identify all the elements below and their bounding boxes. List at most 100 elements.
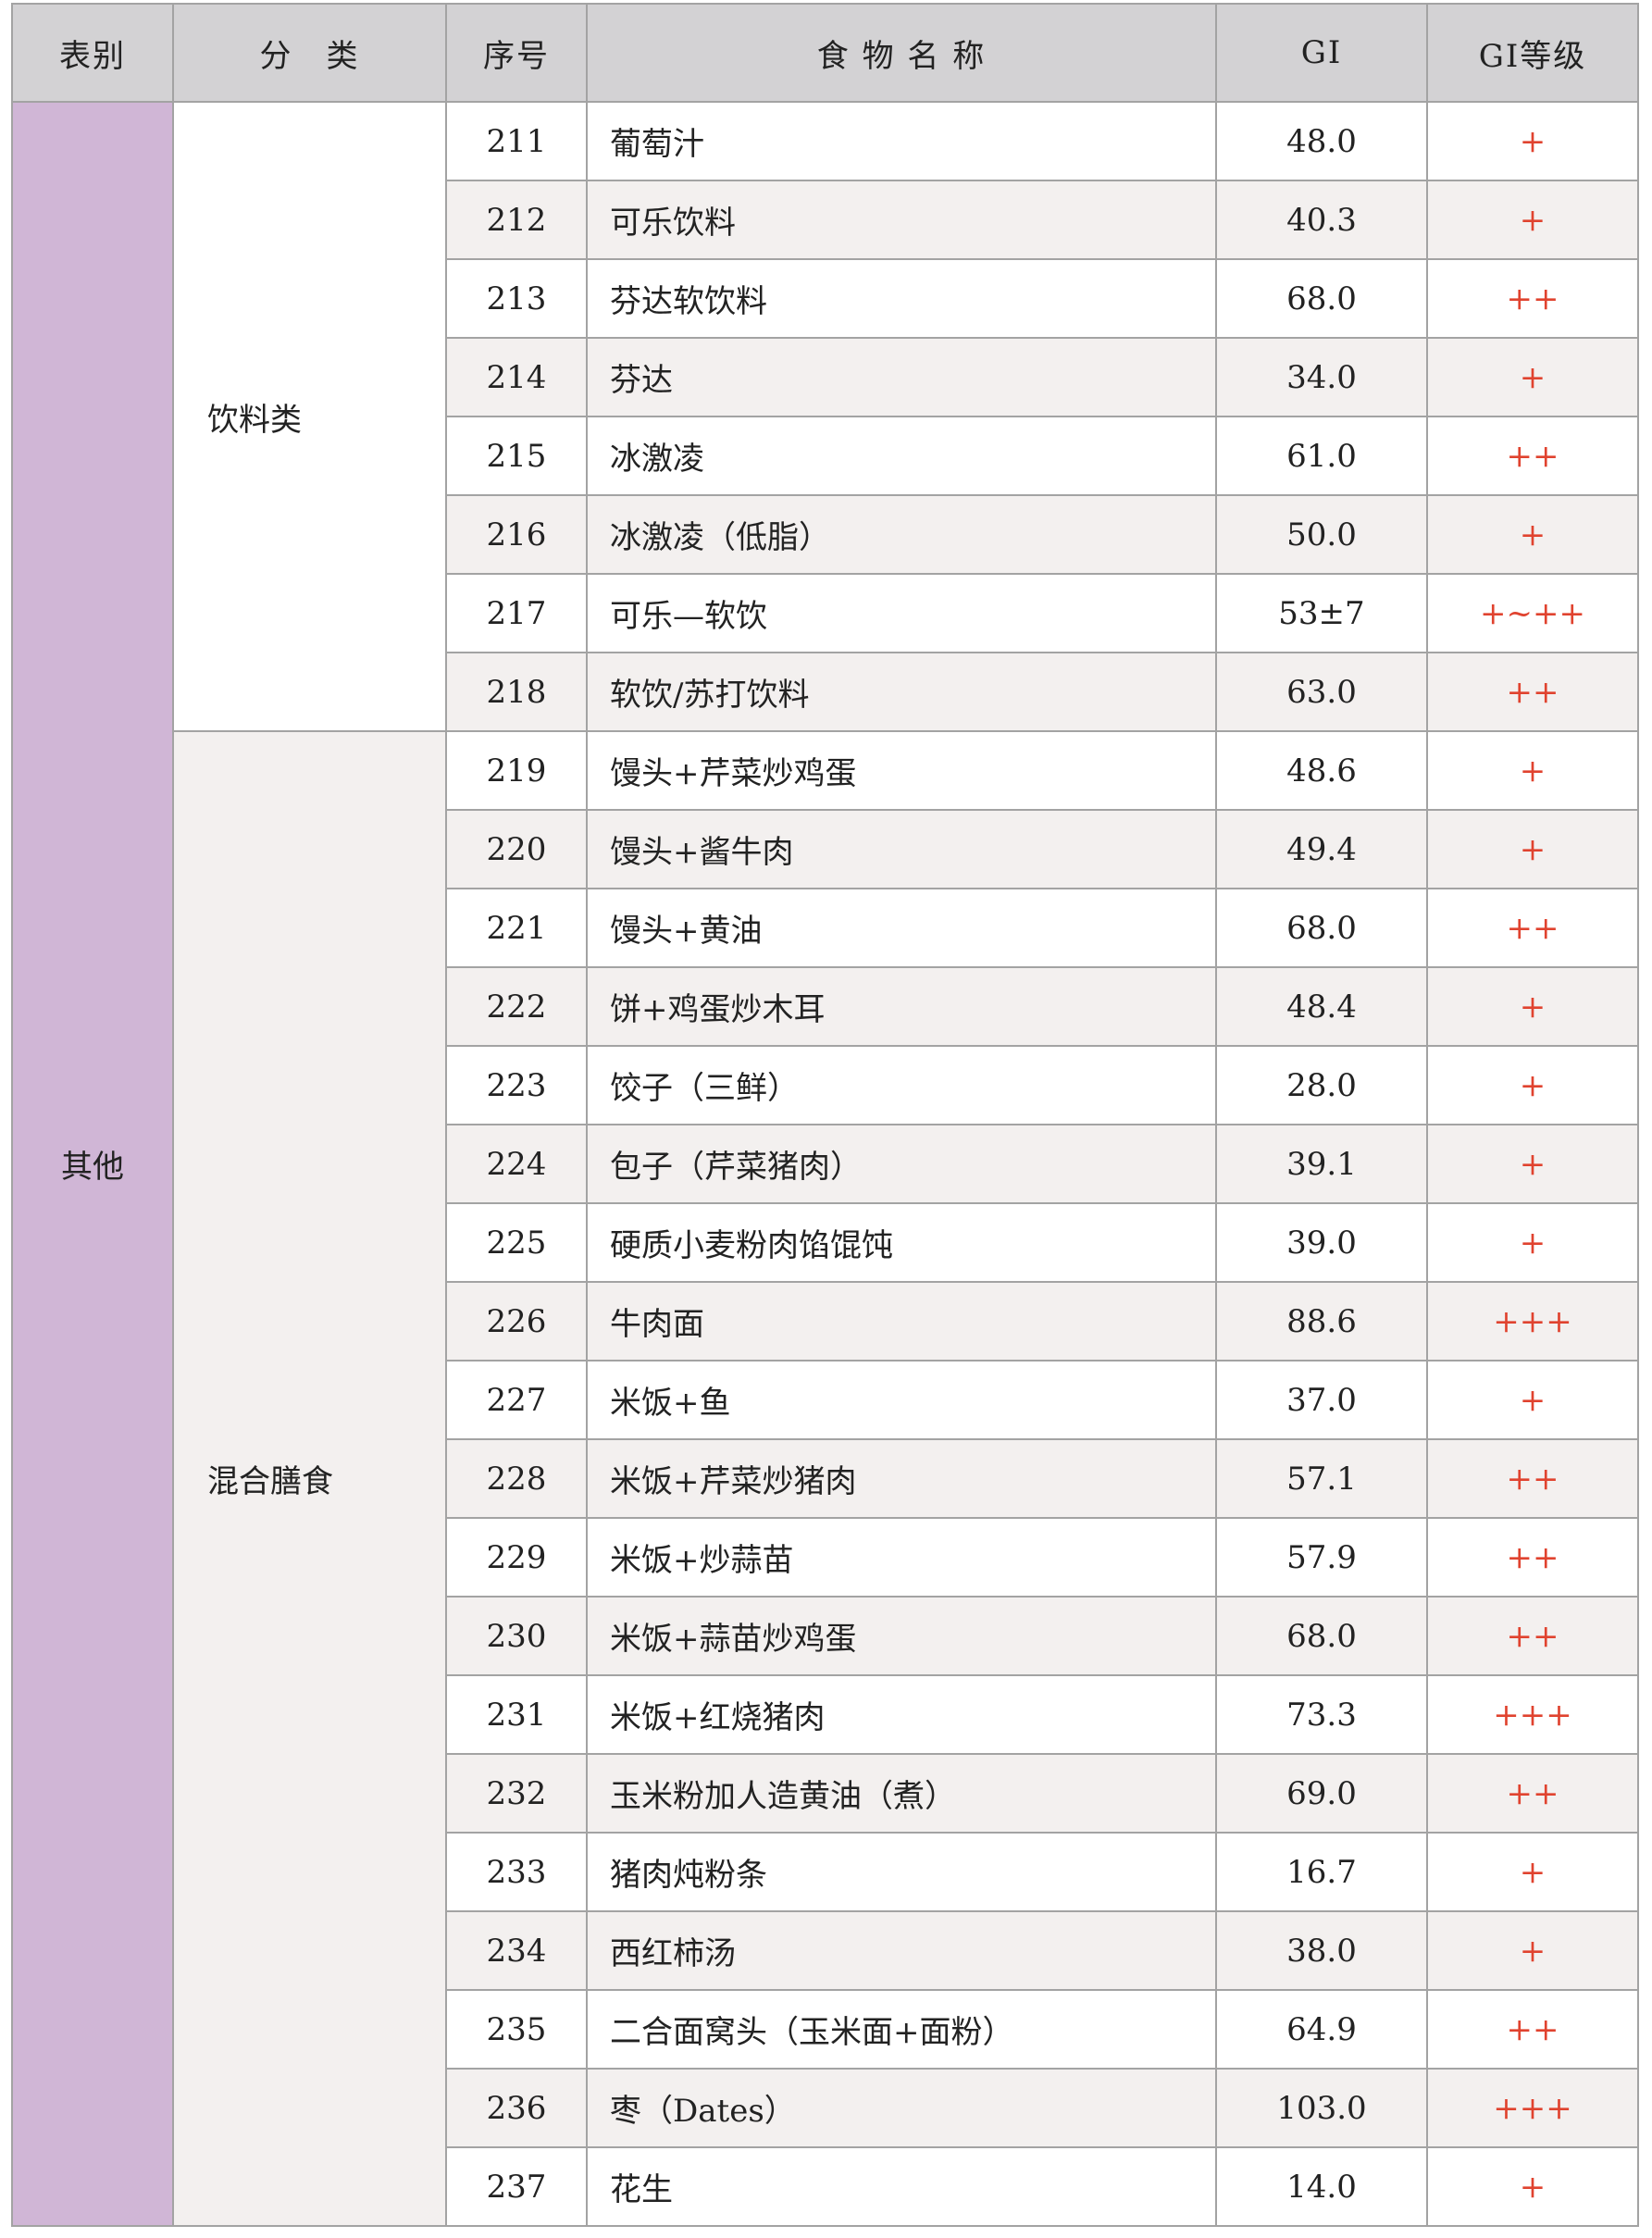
header-gi-level: GI等级 (1426, 3, 1639, 103)
number-cell: 211 (445, 101, 588, 181)
food-name-cell: 芬达软饮料 (586, 258, 1217, 339)
gi-cell: 39.1 (1215, 1124, 1428, 1204)
food-name-cell: 猪肉炖粉条 (586, 1832, 1217, 1912)
food-name-cell: 枣（Dates） (586, 2068, 1217, 2148)
gi-level-cell: + (1426, 809, 1639, 889)
food-name-cell: 包子（芹菜猪肉） (586, 1124, 1217, 1204)
gi-cell: 69.0 (1215, 1753, 1428, 1834)
table-row: 232 玉米粉加人造黄油（煮） 69.0 ++ (12, 1753, 1639, 1834)
gi-cell: 50.0 (1215, 494, 1428, 575)
table-row: 225 硬质小麦粉肉馅馄饨 39.0 + (12, 1202, 1639, 1283)
gi-cell: 48.0 (1215, 101, 1428, 181)
gi-cell: 53±7 (1215, 573, 1428, 653)
number-cell: 227 (445, 1360, 588, 1440)
table-row: 231 米饭+红烧猪肉 73.3 +++ (12, 1674, 1639, 1755)
number-cell: 236 (445, 2068, 588, 2148)
number-cell: 228 (445, 1438, 588, 1519)
food-name-cell: 米饭+芹菜炒猪肉 (586, 1438, 1217, 1519)
table-row: 224 包子（芹菜猪肉） 39.1 + (12, 1124, 1639, 1204)
number-cell: 221 (445, 888, 588, 968)
gi-level-cell: + (1426, 101, 1639, 181)
number-cell: 224 (445, 1124, 588, 1204)
gi-level-cell: ++ (1426, 416, 1639, 496)
gi-cell: 48.4 (1215, 966, 1428, 1047)
gi-cell: 34.0 (1215, 337, 1428, 417)
number-cell: 219 (445, 730, 588, 811)
gi-level-cell: + (1426, 966, 1639, 1047)
number-cell: 231 (445, 1674, 588, 1755)
table-row: 230 米饭+蒜苗炒鸡蛋 68.0 ++ (12, 1596, 1639, 1676)
food-name-cell: 葡萄汁 (586, 101, 1217, 181)
gi-cell: 88.6 (1215, 1281, 1428, 1361)
food-name-cell: 冰激凌 (586, 416, 1217, 496)
header-sheet: 表别 (11, 3, 174, 103)
food-name-cell: 馒头+芹菜炒鸡蛋 (586, 730, 1217, 811)
gi-level-cell: + (1426, 1124, 1639, 1204)
gi-cell: 48.6 (1215, 730, 1428, 811)
number-cell: 234 (445, 1910, 588, 1991)
food-name-cell: 米饭+鱼 (586, 1360, 1217, 1440)
table-row: 混合膳食 219 馒头+芹菜炒鸡蛋 48.6 + (12, 730, 1639, 2227)
gi-cell: 57.9 (1215, 1517, 1428, 1598)
food-name-cell: 牛肉面 (586, 1281, 1217, 1361)
header-number: 序号 (445, 3, 588, 103)
number-cell: 214 (445, 337, 588, 417)
food-name-cell: 芬达 (586, 337, 1217, 417)
food-name-cell: 可乐饮料 (586, 180, 1217, 260)
gi-level-cell: + (1426, 180, 1639, 260)
table-row: 214 芬达 34.0 + (12, 337, 1639, 417)
gi-cell: 68.0 (1215, 258, 1428, 339)
table-row: 223 饺子（三鲜） 28.0 + (12, 1045, 1639, 1125)
number-cell: 220 (445, 809, 588, 889)
food-name-cell: 冰激凌（低脂） (586, 494, 1217, 575)
gi-level-cell: + (1426, 494, 1639, 575)
table-row: 228 米饭+芹菜炒猪肉 57.1 ++ (12, 1438, 1639, 1519)
number-cell: 213 (445, 258, 588, 339)
food-name-cell: 米饭+红烧猪肉 (586, 1674, 1217, 1755)
number-cell: 225 (445, 1202, 588, 1283)
gi-cell: 103.0 (1215, 2068, 1428, 2148)
gi-level-cell: +++ (1426, 1281, 1639, 1361)
food-name-cell: 可乐—软饮 (586, 573, 1217, 653)
number-cell: 237 (445, 2146, 588, 2227)
gi-level-cell: +++ (1426, 1674, 1639, 1755)
table-row: 215 冰激凌 61.0 ++ (12, 416, 1639, 496)
number-cell: 235 (445, 1989, 588, 2070)
table-row: 229 米饭+炒蒜苗 57.9 ++ (12, 1517, 1639, 1598)
food-name-cell: 硬质小麦粉肉馅馄饨 (586, 1202, 1217, 1283)
food-name-cell: 米饭+蒜苗炒鸡蛋 (586, 1596, 1217, 1676)
gi-level-cell: ++ (1426, 1517, 1639, 1598)
table-row: 220 馒头+酱牛肉 49.4 + (12, 809, 1639, 889)
table-row: 其他 饮料类 211 葡萄汁 48.0 + (11, 101, 1639, 2227)
table-row: 237 花生 14.0 + (12, 2146, 1639, 2227)
table-row: 212 可乐饮料 40.3 + (12, 180, 1639, 260)
gi-table: 表别分 类序号食 物 名 称 GI GI等级 其他 饮料类 211 葡萄汁 48.0 +212… (11, 3, 1639, 2227)
gi-cell: 57.1 (1215, 1438, 1428, 1519)
gi-level-cell: ++ (1426, 1989, 1639, 2070)
sheet-cell: 其他 (11, 101, 174, 2227)
table-row: 236 枣（Dates） 103.0 +++ (12, 2068, 1639, 2148)
gi-cell: 61.0 (1215, 416, 1428, 496)
header-gi: GI (1215, 3, 1428, 103)
gi-level-cell: ++ (1426, 1596, 1639, 1676)
number-cell: 218 (445, 652, 588, 732)
number-cell: 212 (445, 180, 588, 260)
food-name-cell: 馒头+黄油 (586, 888, 1217, 968)
table-row: 233 猪肉炖粉条 16.7 + (12, 1832, 1639, 1912)
table-row: 213 芬达软饮料 68.0 ++ (12, 258, 1639, 339)
gi-cell: 64.9 (1215, 1989, 1428, 2070)
table-row: 222 饼+鸡蛋炒木耳 48.4 + (12, 966, 1639, 1047)
gi-level-cell: ++ (1426, 1753, 1639, 1834)
gi-level-cell: +~++ (1426, 573, 1639, 653)
gi-cell: 38.0 (1215, 1910, 1428, 1991)
gi-level-cell: + (1426, 1360, 1639, 1440)
food-name-cell: 玉米粉加人造黄油（煮） (586, 1753, 1217, 1834)
gi-cell: 28.0 (1215, 1045, 1428, 1125)
gi-level-cell: ++ (1426, 258, 1639, 339)
food-name-cell: 花生 (586, 2146, 1217, 2227)
table-row: 216 冰激凌（低脂） 50.0 + (12, 494, 1639, 575)
food-name-cell: 二合面窝头（玉米面+面粉） (586, 1989, 1217, 2070)
table-row: 227 米饭+鱼 37.0 + (12, 1360, 1639, 1440)
food-name-cell: 米饭+炒蒜苗 (586, 1517, 1217, 1598)
number-cell: 233 (445, 1832, 588, 1912)
